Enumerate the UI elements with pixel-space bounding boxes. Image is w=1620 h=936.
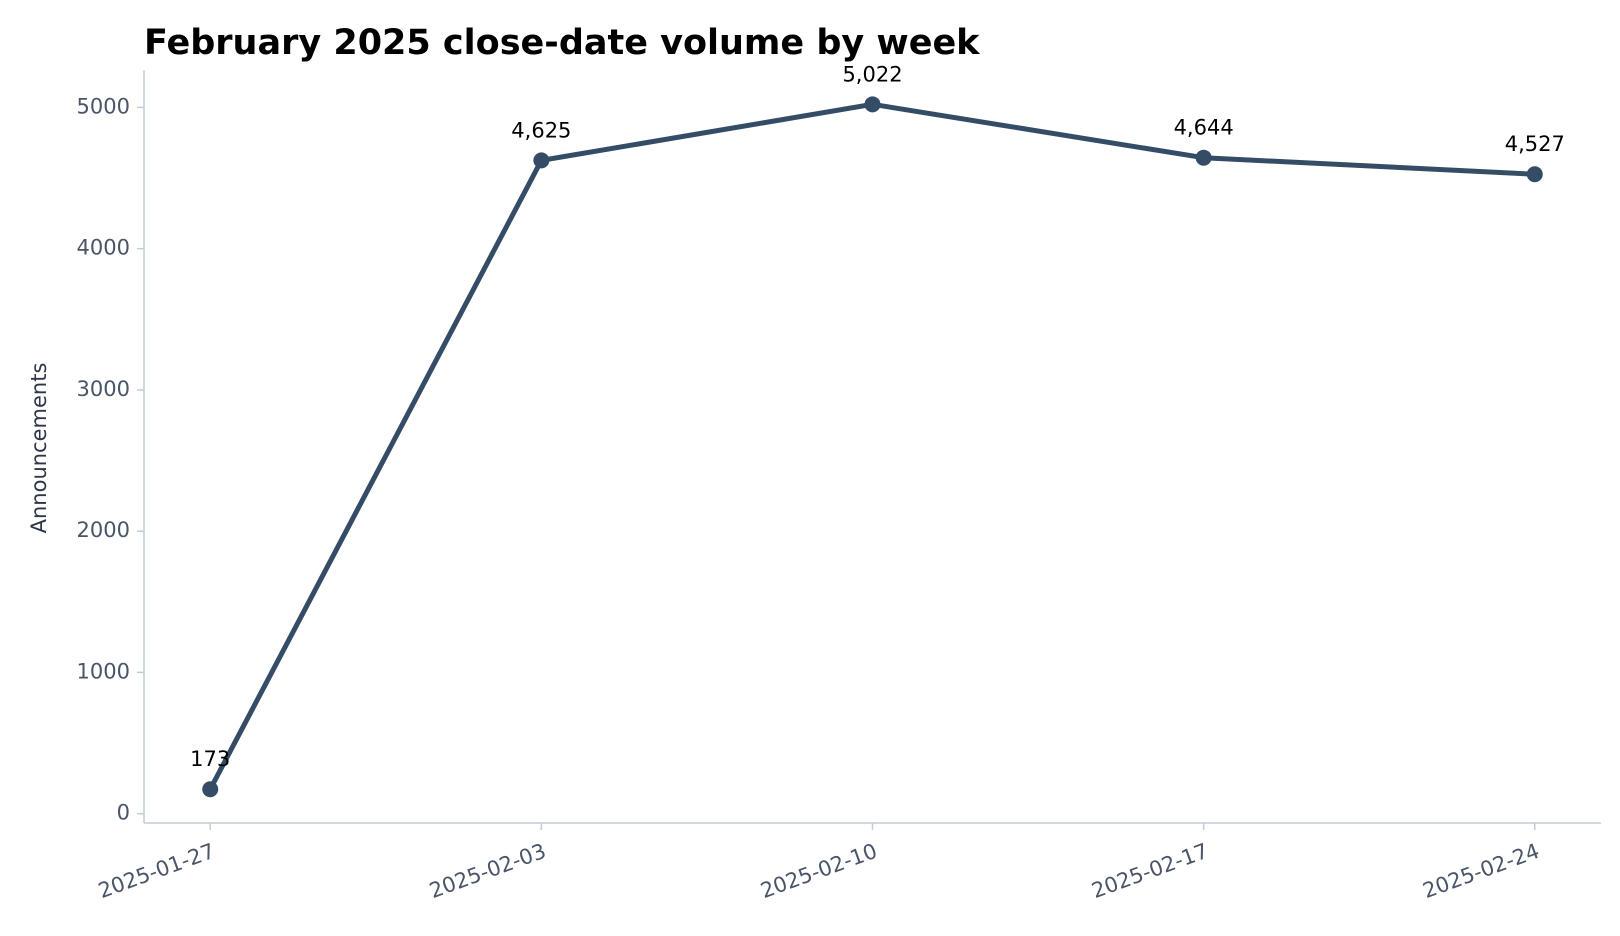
data-label: 4,625: [511, 118, 571, 142]
point: [864, 96, 881, 113]
data-label: 5,022: [842, 62, 902, 86]
y-tick-label: 4000: [77, 236, 130, 260]
y-tick-label: 3000: [77, 377, 130, 401]
chart-title: February 2025 close-date volume by week: [144, 23, 980, 63]
point: [1526, 166, 1543, 183]
data-label: 173: [190, 747, 230, 771]
line: [208, 101, 1535, 791]
y-tick-label: 1000: [77, 659, 130, 683]
y-tick-label: 5000: [77, 94, 130, 118]
y-tick-label: 2000: [77, 518, 130, 542]
x-tick-label: 2025-01-27: [95, 839, 218, 903]
x-tick-label: 2025-02-17: [1089, 839, 1212, 903]
point: [202, 781, 219, 798]
point: [1195, 149, 1212, 166]
x-tick-label: 2025-02-03: [426, 839, 549, 903]
data-label: 4,644: [1174, 116, 1234, 140]
x-tick-label: 2025-02-24: [1420, 839, 1543, 903]
data-label: 4,527: [1505, 132, 1565, 156]
x-tick-label: 2025-02-10: [757, 839, 880, 903]
point: [533, 152, 550, 169]
y-tick-label: 0: [117, 801, 130, 825]
y-axis-label: Announcements: [27, 363, 51, 534]
